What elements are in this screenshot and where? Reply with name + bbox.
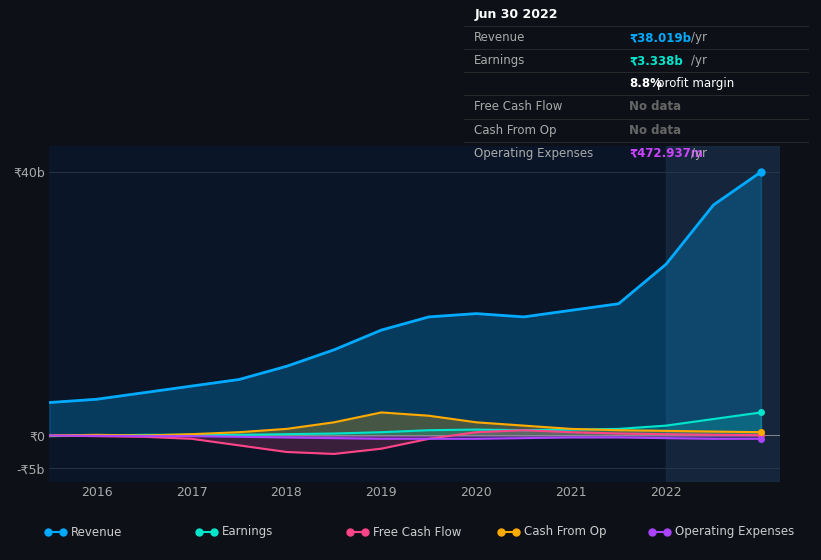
Text: Free Cash Flow: Free Cash Flow (475, 100, 562, 114)
Text: No data: No data (630, 100, 681, 114)
Text: ₹3.338b: ₹3.338b (630, 54, 683, 67)
Bar (666, 146, 780, 482)
Text: Revenue: Revenue (71, 525, 122, 539)
Text: /yr: /yr (691, 54, 708, 67)
Text: /yr: /yr (691, 147, 708, 160)
Text: ₹472.937m: ₹472.937m (630, 147, 704, 160)
Text: profit margin: profit margin (657, 77, 734, 90)
Text: Cash From Op: Cash From Op (475, 124, 557, 137)
Text: Revenue: Revenue (475, 31, 525, 44)
Text: Free Cash Flow: Free Cash Flow (373, 525, 461, 539)
Text: 8.8%: 8.8% (630, 77, 663, 90)
Text: Operating Expenses: Operating Expenses (475, 147, 594, 160)
Text: No data: No data (630, 124, 681, 137)
Text: /yr: /yr (691, 31, 708, 44)
Text: Cash From Op: Cash From Op (524, 525, 606, 539)
Text: ₹38.019b: ₹38.019b (630, 31, 691, 44)
Text: Earnings: Earnings (222, 525, 273, 539)
Text: Jun 30 2022: Jun 30 2022 (475, 8, 557, 21)
Text: Operating Expenses: Operating Expenses (675, 525, 794, 539)
Text: Earnings: Earnings (475, 54, 525, 67)
